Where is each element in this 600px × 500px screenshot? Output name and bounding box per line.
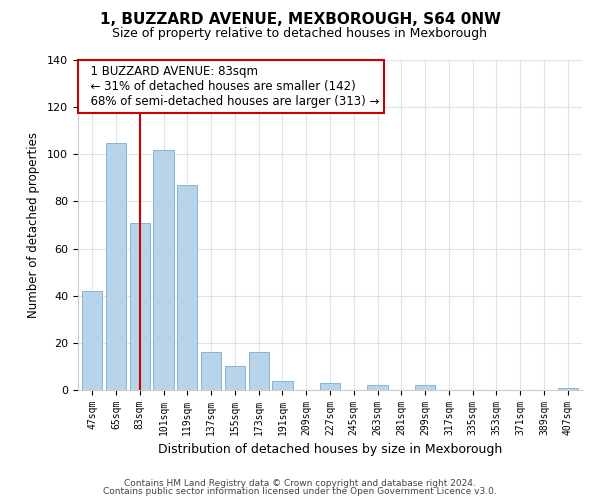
- Bar: [177, 185, 197, 390]
- Bar: [82, 291, 103, 390]
- X-axis label: Distribution of detached houses by size in Mexborough: Distribution of detached houses by size …: [158, 444, 502, 456]
- Bar: [130, 222, 150, 390]
- Y-axis label: Number of detached properties: Number of detached properties: [27, 132, 40, 318]
- Bar: [201, 352, 221, 390]
- Bar: [154, 150, 173, 390]
- Bar: [272, 380, 293, 390]
- Text: 1, BUZZARD AVENUE, MEXBOROUGH, S64 0NW: 1, BUZZARD AVENUE, MEXBOROUGH, S64 0NW: [100, 12, 500, 28]
- Bar: [248, 352, 269, 390]
- Bar: [320, 383, 340, 390]
- Bar: [225, 366, 245, 390]
- Bar: [557, 388, 578, 390]
- Bar: [367, 386, 388, 390]
- Bar: [415, 386, 435, 390]
- Text: Contains public sector information licensed under the Open Government Licence v3: Contains public sector information licen…: [103, 487, 497, 496]
- Text: 1 BUZZARD AVENUE: 83sqm
  ← 31% of detached houses are smaller (142)
  68% of se: 1 BUZZARD AVENUE: 83sqm ← 31% of detache…: [83, 65, 379, 108]
- Text: Size of property relative to detached houses in Mexborough: Size of property relative to detached ho…: [113, 28, 487, 40]
- Bar: [106, 142, 126, 390]
- Text: Contains HM Land Registry data © Crown copyright and database right 2024.: Contains HM Land Registry data © Crown c…: [124, 478, 476, 488]
